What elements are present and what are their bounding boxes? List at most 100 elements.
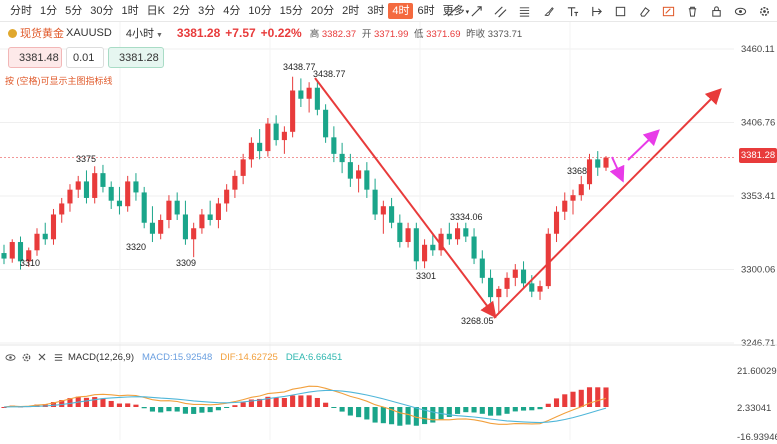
line-tool-icon[interactable]: [445, 4, 459, 18]
channel-tool-icon[interactable]: [493, 4, 507, 18]
candle-body: [50, 214, 57, 240]
macd-bar: [125, 403, 131, 407]
prev-close-value: 3373.71: [487, 29, 523, 40]
candle-body: [323, 109, 329, 138]
menu-icon[interactable]: [52, 351, 64, 363]
dea-line: [3, 389, 607, 424]
macd-bar: [356, 407, 362, 418]
period-tab-7[interactable]: 3分: [198, 5, 216, 17]
candle-body: [463, 228, 469, 237]
candle-body: [42, 233, 48, 240]
candle-body: [413, 228, 419, 262]
quantity-input[interactable]: 0.01: [66, 47, 104, 68]
macd-tick-label: 21.60029: [737, 366, 777, 377]
candle-body: [537, 286, 543, 292]
period-tab-12[interactable]: 2时: [342, 5, 360, 17]
macd-bar: [339, 407, 345, 412]
symbol-code[interactable]: XAUUSD: [66, 27, 112, 39]
candle-body: [314, 87, 320, 110]
candle-body: [504, 277, 510, 289]
macd-bar: [380, 407, 386, 424]
open-label: 开: [361, 29, 372, 40]
prev-close-label: 昨收: [466, 29, 486, 40]
macd-bar: [422, 407, 428, 425]
candle-body: [553, 211, 560, 234]
candle-body: [422, 244, 428, 262]
period-tab-9[interactable]: 10分: [248, 5, 272, 17]
fib-tool-icon[interactable]: [517, 4, 531, 18]
lock-icon[interactable]: [709, 4, 723, 18]
current-price-tag: 3381.28: [739, 148, 777, 163]
brush-tool-icon[interactable]: [541, 4, 555, 18]
macd-tick-label: 2.33041: [737, 403, 771, 414]
settings-icon[interactable]: [757, 4, 771, 18]
period-tab-2[interactable]: 5分: [65, 5, 83, 17]
period-tab-16[interactable]: 更多▾: [442, 5, 470, 17]
macd-bar: [166, 407, 172, 412]
macd-bar: [595, 387, 601, 407]
interval-label: 4小时: [125, 28, 154, 40]
candle-body: [257, 142, 263, 152]
shape-tool-icon[interactable]: [613, 4, 627, 18]
drawing-tools: [445, 0, 771, 22]
buy-button[interactable]: 3381.28: [108, 47, 164, 68]
macd-bar: [347, 407, 353, 416]
macd-bar: [603, 387, 609, 407]
period-tab-3[interactable]: 30分: [90, 5, 114, 17]
macd-bar: [191, 407, 197, 414]
ohlc-summary: 高 3382.37 开 3371.99 低 3371.69 昨收 3373.71: [310, 26, 522, 40]
macd-bar: [504, 407, 510, 414]
text-tool-icon[interactable]: [565, 4, 579, 18]
candle-body: [34, 233, 40, 251]
period-tab-14[interactable]: 4时: [388, 3, 414, 19]
candle-body: [380, 206, 386, 215]
delete-icon[interactable]: [685, 4, 699, 18]
candle-body: [248, 142, 254, 160]
symbol-name[interactable]: 现货黄金: [20, 28, 64, 40]
macd-bar: [207, 407, 213, 413]
period-tab-10[interactable]: 15分: [279, 5, 303, 17]
sell-button[interactable]: 3381.48: [8, 47, 62, 68]
settings-icon[interactable]: [20, 351, 32, 363]
price-chart[interactable]: 3460.11 3406.76 3353.41 3300.06 3246.71 3375 3…: [0, 22, 777, 444]
macd-bar: [232, 405, 238, 407]
eraser-icon[interactable]: [637, 4, 651, 18]
macd-bar: [199, 407, 205, 413]
price-annotation: 3368: [567, 166, 587, 176]
period-tab-0[interactable]: 分时: [10, 5, 32, 17]
candle-body: [438, 233, 444, 251]
ray-tool-icon[interactable]: [469, 4, 483, 18]
period-tab-4[interactable]: 1时: [121, 5, 139, 17]
candle-body: [1, 253, 7, 259]
eye-icon[interactable]: [4, 351, 16, 363]
visibility-icon[interactable]: [733, 4, 747, 18]
candle-body: [586, 159, 593, 185]
macd-bar: [108, 400, 114, 407]
y-tick-label: 3460.11: [741, 44, 775, 55]
close-icon[interactable]: [36, 351, 48, 363]
last-price: 3381.28: [176, 26, 221, 40]
macd-bar: [290, 395, 296, 407]
period-tab-13[interactable]: 3时: [367, 5, 385, 17]
candle-body: [595, 159, 601, 168]
macd-header: MACD(12,26,9) MACD:15.92548 DIF:14.62725…: [4, 351, 342, 363]
candle-body: [191, 228, 197, 240]
y-tick-label: 3246.71: [741, 338, 775, 349]
macd-bar: [553, 398, 560, 407]
period-tab-5[interactable]: 日K: [146, 5, 165, 17]
symbol-info: 现货黄金 XAUUSD 4小时 ▼ 3381.28 +7.57 +0.22% 高 …: [0, 24, 522, 42]
dif-value: DIF:14.62725: [220, 351, 278, 363]
macd-bar: [537, 407, 543, 410]
candle-body: [9, 242, 15, 259]
measure-tool-icon[interactable]: [589, 4, 603, 18]
interval-select[interactable]: 4小时 ▼: [126, 25, 163, 41]
period-tab-8[interactable]: 4分: [223, 5, 241, 17]
macd-bar: [323, 402, 329, 407]
draw-mode-icon[interactable]: [661, 4, 675, 18]
period-tab-11[interactable]: 20分: [310, 5, 335, 17]
period-tab-15[interactable]: 6时: [417, 5, 435, 17]
period-tab-1[interactable]: 1分: [40, 5, 58, 17]
candle-body: [158, 219, 164, 234]
price-annotation: 3438.77: [313, 69, 346, 79]
period-tab-6[interactable]: 2分: [172, 5, 191, 17]
